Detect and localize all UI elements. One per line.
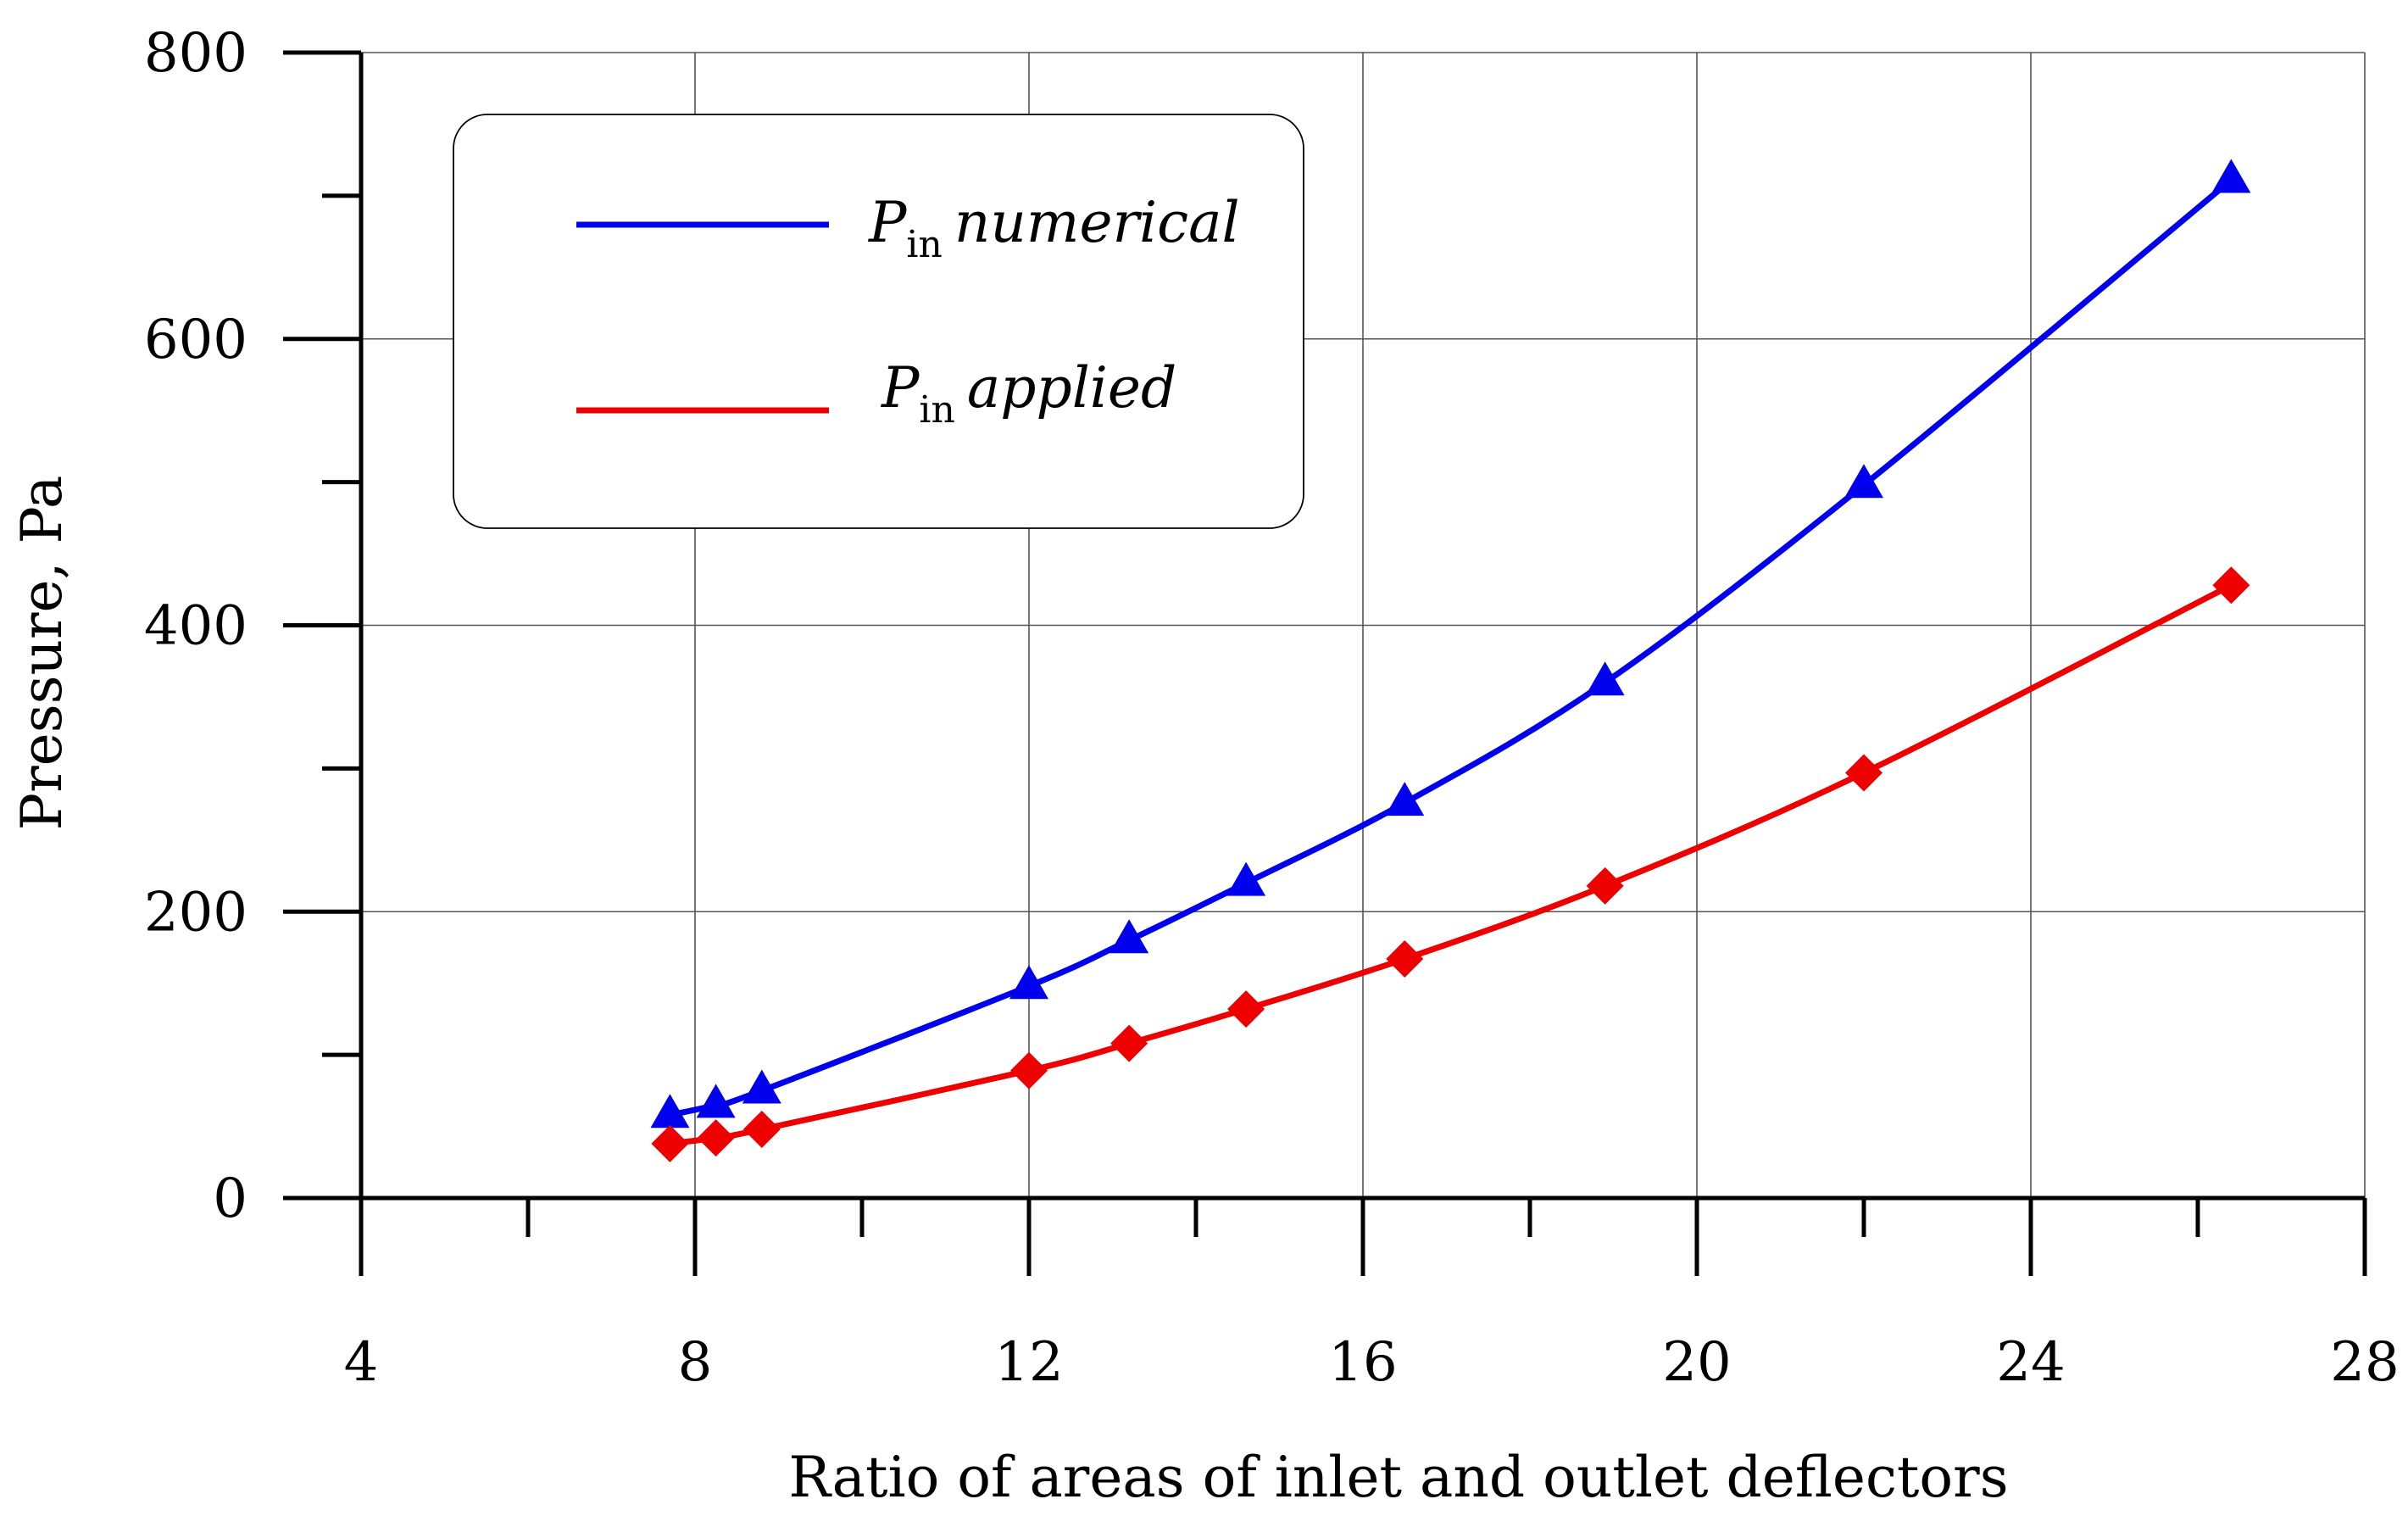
marker-triangle (1109, 919, 1149, 954)
series-line-applied (670, 582, 2233, 1147)
marker-diamond (697, 1119, 735, 1157)
marker-diamond (1110, 1024, 1148, 1062)
y-tick-label: 200 (144, 881, 247, 944)
x-tick-label: 28 (2330, 1331, 2399, 1394)
x-tick-label: 24 (1996, 1331, 2065, 1394)
legend-label-applied: Pin applied (881, 355, 1176, 432)
legend-applied-p: P (881, 355, 920, 421)
marker-triangle (2211, 159, 2251, 193)
x-tick-label: 4 (344, 1331, 379, 1394)
marker-triangle (1226, 861, 1266, 896)
marker-triangle (650, 1094, 690, 1129)
axes: 4 8 12 16 20 24 28 0 200 400 600 800 (144, 22, 2400, 1394)
series-applied (651, 566, 2250, 1162)
y-tick-label: 800 (144, 22, 247, 85)
marker-diamond (651, 1124, 689, 1162)
marker-triangle (696, 1084, 736, 1118)
marker-diamond (742, 1110, 781, 1148)
marker-triangle (1385, 782, 1425, 816)
y-tick-label: 600 (144, 309, 247, 371)
marker-triangle (742, 1069, 781, 1104)
marker-diamond (1227, 990, 1265, 1028)
x-tick-label: 20 (1662, 1331, 1731, 1394)
marker-diamond (1386, 939, 1424, 978)
marker-diamond (2212, 566, 2250, 605)
series-numerical (650, 159, 2251, 1129)
marker-diamond (1586, 867, 1624, 905)
x-tick-label: 12 (994, 1331, 1063, 1394)
legend-numerical-rest: numerical (954, 190, 1240, 255)
legend-applied-rest: applied (967, 355, 1176, 421)
legend: Pin numerical Pin applied (453, 114, 1304, 529)
legend-label-numerical: Pin numerical (868, 190, 1240, 266)
y-axis-title: Pressure, Pa (9, 476, 75, 831)
x-tick-label: 16 (1328, 1331, 1397, 1394)
y-tick-label: 400 (144, 595, 247, 658)
x-tick-label: 8 (678, 1331, 713, 1394)
x-axis-title: Ratio of areas of inlet and outlet defle… (788, 1445, 2008, 1510)
legend-applied-sub: in (919, 388, 954, 432)
marker-triangle (1009, 965, 1048, 1000)
legend-numerical-p: P (868, 190, 908, 255)
marker-triangle (1844, 464, 1883, 499)
marker-diamond (1845, 754, 1882, 792)
y-tick-label: 0 (213, 1168, 247, 1230)
legend-numerical-sub: in (906, 223, 942, 266)
marker-diamond (1010, 1051, 1048, 1090)
series-layer (650, 159, 2251, 1162)
legend-box (453, 114, 1304, 529)
marker-triangle (1585, 661, 1625, 696)
